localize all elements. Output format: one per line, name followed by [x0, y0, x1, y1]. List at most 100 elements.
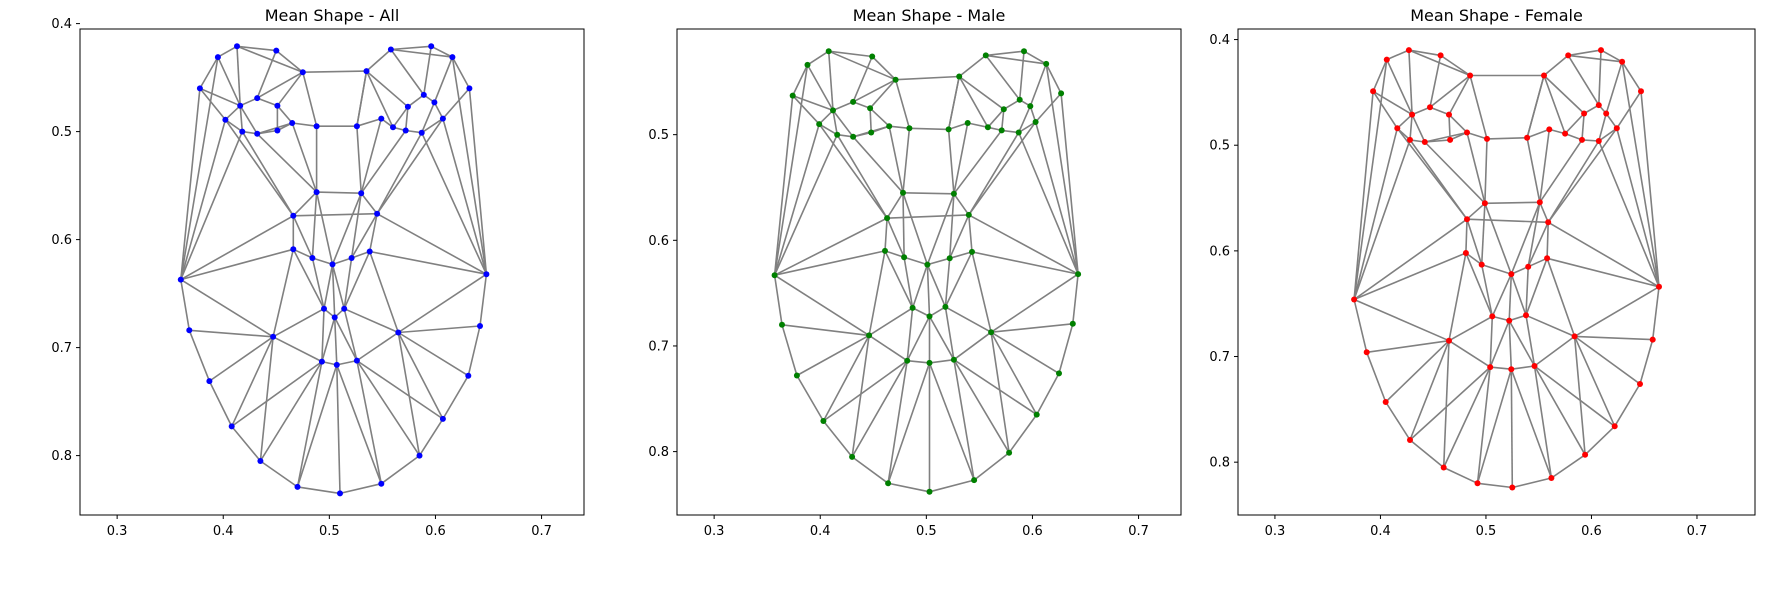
mesh-edge	[1543, 74, 1585, 115]
mesh-edge	[888, 126, 904, 193]
chart-title: Mean Shape - Male	[853, 6, 1006, 25]
subplot-mean-shape-male: Mean Shape - Male 0.3 0.4 0.5 0.6 0.7 0.5 0.6…	[648, 6, 1182, 539]
mesh-edge	[189, 329, 274, 338]
mesh-edge	[971, 251, 992, 333]
landmark-point	[318, 358, 325, 365]
landmark-point	[378, 115, 385, 122]
mesh-edge	[1409, 340, 1450, 441]
mesh-edge	[241, 131, 294, 217]
mesh-edge	[1621, 61, 1642, 92]
mesh-edge	[987, 108, 1005, 128]
landmark-point	[290, 246, 297, 253]
mesh-edge	[1573, 336, 1616, 427]
landmark-point	[1595, 138, 1602, 144]
mesh-edge	[208, 336, 274, 382]
mesh-edge	[822, 335, 870, 422]
mesh-edge	[380, 454, 420, 485]
mesh-edge	[1466, 218, 1483, 265]
mesh-edge	[852, 136, 904, 194]
mesh-edge	[1543, 54, 1569, 77]
landmark-point	[1446, 111, 1452, 118]
landmark-point	[1478, 261, 1485, 268]
landmark-point	[363, 68, 370, 75]
landmark-point	[1649, 336, 1656, 343]
mesh-edge	[433, 102, 444, 119]
mesh-edge	[903, 257, 914, 309]
landmark-point	[1581, 110, 1588, 117]
mesh-edge	[236, 45, 277, 52]
mesh-edge	[1573, 336, 1586, 455]
landmark-point	[431, 99, 438, 106]
mesh-edge	[1372, 90, 1413, 116]
mesh-edge	[1546, 258, 1576, 337]
mesh-edge	[1598, 50, 1602, 106]
mesh-edge	[331, 264, 345, 309]
mesh-edge	[292, 248, 313, 259]
mesh-edge	[1616, 90, 1642, 129]
landmark-point	[1016, 96, 1023, 103]
mesh-edge	[356, 360, 421, 457]
mesh-edge	[773, 123, 820, 276]
mesh-edge	[1365, 352, 1387, 403]
mesh-edge	[1534, 365, 1616, 427]
chart-title: Mean Shape - All	[265, 6, 400, 25]
mesh-edge	[1476, 367, 1491, 484]
mesh-edge	[944, 251, 973, 308]
mesh-edge	[902, 192, 954, 195]
mesh-edge	[990, 273, 1079, 333]
mesh-edge	[397, 332, 444, 420]
mesh-edge	[311, 257, 325, 309]
mesh-edge	[293, 212, 378, 217]
mesh-edge	[332, 257, 352, 266]
mesh-edge	[852, 101, 871, 109]
mesh-edge	[376, 132, 423, 215]
mesh-edge	[1429, 74, 1471, 108]
landmark-point	[1571, 333, 1578, 340]
mesh-edge	[180, 131, 244, 280]
landmark-point	[1656, 283, 1662, 290]
y-tick-label: 0.5	[51, 125, 72, 140]
mesh-edge	[376, 118, 444, 215]
landmark-point	[1611, 423, 1618, 430]
mesh-edge	[199, 56, 219, 89]
y-tick-label: 0.6	[648, 234, 669, 249]
mesh-edge	[953, 359, 1010, 454]
landmark-point	[1481, 200, 1488, 207]
mesh-edge	[1539, 201, 1549, 223]
mesh-edge	[828, 50, 873, 58]
mesh-edge	[906, 316, 931, 362]
mesh-edge	[773, 275, 783, 325]
mesh-edge	[442, 118, 488, 275]
mesh-edge	[928, 362, 975, 481]
mesh-edge	[451, 56, 471, 89]
mesh-edge	[180, 56, 219, 280]
landmark-point	[1446, 337, 1452, 344]
mesh-edge	[1353, 252, 1467, 301]
mesh-edge	[869, 108, 872, 133]
landmark-point	[900, 189, 906, 196]
x-tick-label: 0.7	[1687, 524, 1708, 539]
mesh-edge	[852, 56, 873, 103]
landmark-point	[378, 480, 385, 487]
landmark-point	[273, 47, 280, 54]
mesh-edge	[1366, 339, 1450, 354]
mesh-edge	[208, 380, 233, 427]
landmark-point	[892, 76, 899, 83]
landmark-point	[1409, 111, 1416, 118]
mesh-edge	[1476, 368, 1513, 484]
landmark-point	[1462, 250, 1469, 256]
mesh-edge	[256, 133, 318, 193]
landmark-point	[965, 211, 972, 218]
mesh-edge	[1481, 263, 1512, 275]
mesh-edge	[420, 102, 436, 134]
mesh-edge	[1465, 252, 1494, 317]
mesh-edge	[1621, 61, 1660, 287]
mesh-edge	[903, 256, 928, 266]
y-axis: 0.5 0.6 0.7 0.8	[648, 128, 677, 460]
mesh-edge	[272, 249, 295, 337]
mesh-edge	[1574, 335, 1641, 385]
mesh-edge	[365, 70, 394, 128]
landmark-point	[420, 91, 427, 98]
mesh-edge	[296, 364, 338, 488]
